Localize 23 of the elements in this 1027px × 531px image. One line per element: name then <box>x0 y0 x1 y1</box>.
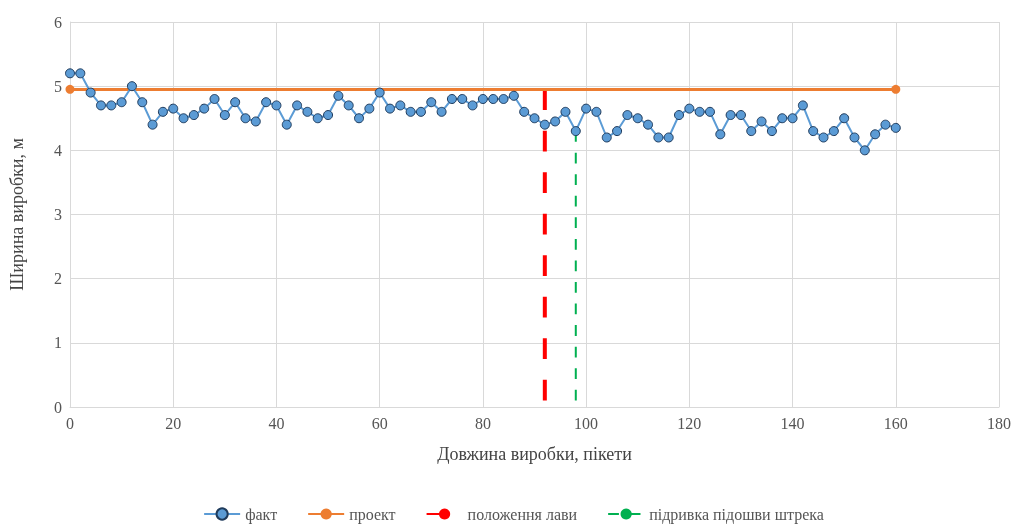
y-tick-label: 1 <box>54 334 62 352</box>
x-tick-label: 100 <box>574 414 599 432</box>
legend-label: факт <box>245 505 278 524</box>
legend-label: проект <box>349 505 396 524</box>
x-tick-label: 0 <box>66 414 74 432</box>
y-tick-label: 3 <box>54 206 62 223</box>
x-tick-label: 180 <box>987 414 1011 432</box>
y-tick-label: 0 <box>54 398 62 416</box>
y-axis-title: Ширина виробки, м <box>7 138 27 291</box>
legend-label: підривка підошви штрека <box>649 505 824 524</box>
x-tick-label: 60 <box>371 414 388 432</box>
x-axis-title: Довжина виробки, пікети <box>437 444 633 464</box>
y-tick-label: 6 <box>54 13 62 31</box>
x-tick-label: 140 <box>780 414 805 432</box>
legend-label: положення лави <box>467 505 578 523</box>
y-tick-label: 2 <box>54 270 62 288</box>
x-tick-label: 120 <box>677 414 702 432</box>
x-tick-label: 160 <box>883 414 908 432</box>
y-tick-label: 5 <box>54 77 62 95</box>
x-tick-label: 80 <box>474 414 491 432</box>
y-tick-label: 4 <box>54 141 62 159</box>
x-tick-label: 40 <box>268 414 285 432</box>
x-tick-label: 20 <box>165 414 182 432</box>
